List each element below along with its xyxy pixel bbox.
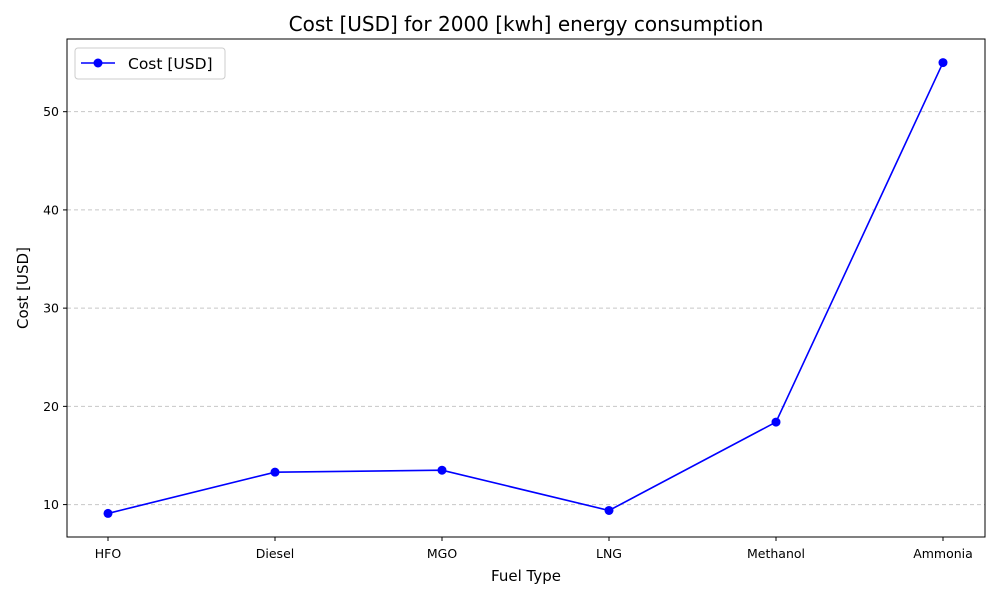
data-point: [103, 508, 113, 518]
data-point: [771, 417, 781, 427]
legend: Cost [USD]: [74, 47, 226, 80]
y-tick-label: 30: [43, 301, 59, 316]
legend-marker-swatch: [93, 58, 103, 68]
plot-frame: [66, 38, 986, 538]
x-tick-label: Diesel: [256, 546, 294, 561]
x-tick-label: MGO: [427, 546, 457, 561]
x-tick-label: Methanol: [747, 546, 805, 561]
data-point: [437, 465, 447, 475]
data-point: [938, 58, 948, 68]
series-layer: [103, 58, 948, 518]
data-point: [270, 467, 280, 477]
grid-lines: [67, 111, 985, 506]
y-axis-label: Cost [USD]: [14, 247, 32, 329]
y-tick-label: 10: [43, 497, 59, 512]
axis-ticks: 10 20 30 40 50 HFO Diesel MGO LNG Methanol Ammonia: [43, 104, 973, 561]
y-tick-label: 50: [43, 104, 59, 119]
x-axis-label: Fuel Type: [491, 567, 561, 585]
chart-title: Cost [USD] for 2000 [kwh] energy consump…: [289, 12, 764, 36]
x-tick-label: LNG: [596, 546, 622, 561]
data-point: [604, 505, 614, 515]
y-tick-label: 40: [43, 202, 59, 217]
series-line: [107, 62, 944, 515]
legend-box: [74, 47, 226, 80]
x-tick-label: HFO: [95, 546, 122, 561]
y-tick-label: 20: [43, 399, 59, 414]
legend-entry-label: Cost [USD]: [128, 55, 213, 73]
x-tick-label: Ammonia: [913, 546, 973, 561]
